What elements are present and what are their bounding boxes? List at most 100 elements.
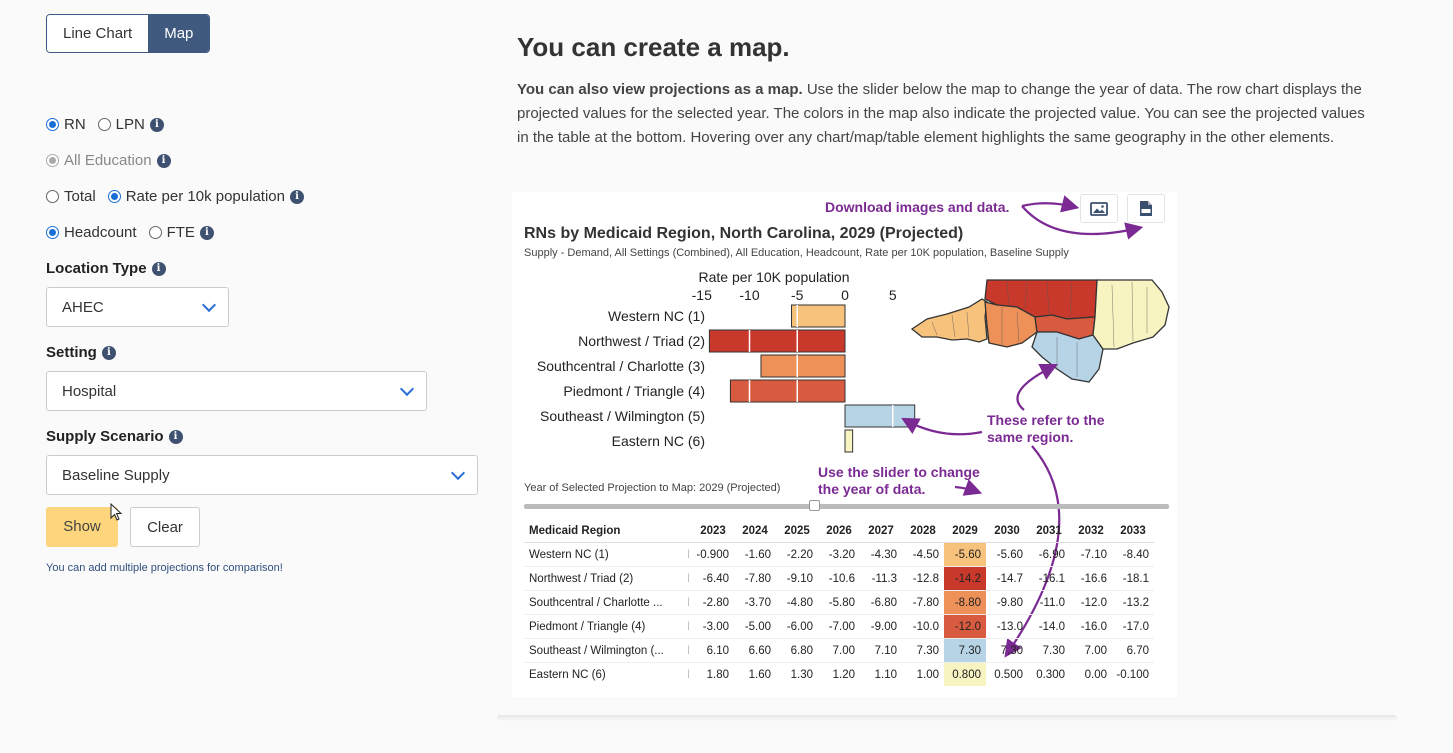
year-column-header: 2028 [902, 519, 944, 543]
value-cell: -6.80 [860, 590, 902, 615]
value-cell: -8.80 [944, 590, 986, 615]
headcount-label: Headcount [64, 224, 137, 241]
year-column-header: 2030 [986, 519, 1028, 543]
info-icon[interactable]: i [168, 429, 183, 444]
setting-heading: Setting i [46, 344, 116, 361]
mouse-cursor-icon [110, 503, 123, 521]
bar[interactable] [844, 429, 854, 453]
map-region-western-nc[interactable] [910, 298, 988, 343]
slider-note-line: the year of data. [818, 481, 926, 497]
info-icon[interactable]: i [199, 225, 214, 240]
value-cell: -11.3 [860, 566, 902, 591]
value-cell: -14.0 [1028, 614, 1070, 639]
row-marker: │ [686, 671, 692, 678]
category-label: Northwest / Triad (2) [578, 333, 705, 349]
value-cell: -9.00 [860, 614, 902, 639]
value-cell: 0.500 [994, 668, 1023, 681]
same-region-note-line: These refer to the [987, 412, 1105, 428]
table-row[interactable]: Western NC (1) │ -0.900 -1.60 -2.20 -3.20 -4.3… [524, 542, 1154, 567]
lpn-label: LPN [115, 116, 145, 133]
map-tab[interactable]: Map [148, 15, 210, 52]
x-tick-label: 0 [841, 287, 849, 303]
table-row[interactable]: Eastern NC (6) │ 1.80 1.60 1.30 1.20 1.10 1.00 0… [524, 662, 1154, 686]
rn-radio[interactable] [46, 118, 59, 131]
bar[interactable] [708, 329, 846, 353]
location-type-heading: Location Type i [46, 260, 166, 277]
table-row[interactable]: Southcentral / Charlotte ... │ -2.80 -3.70-… [524, 590, 1154, 615]
x-tick-label: -10 [739, 287, 759, 303]
all-education-label: All Education [64, 152, 152, 169]
total-radio[interactable] [46, 190, 59, 203]
map-region-southeast-wilmington[interactable] [1031, 331, 1104, 383]
map-region-southcentral-charlotte[interactable] [984, 301, 1038, 348]
value-cell: -1.60 [734, 542, 776, 567]
year-column-header: 2029 [944, 519, 986, 543]
location-type-select[interactable]: AHEC [46, 287, 229, 327]
slider-label: Year of Selected Projection to Map: 2029… [524, 482, 781, 494]
intro-text: Use the slider below the map to change t… [517, 81, 1365, 146]
chevron-down-icon [450, 465, 466, 481]
bar[interactable] [844, 404, 916, 428]
education-options: All Education i [46, 152, 171, 169]
value-cell: -10.6 [818, 566, 860, 591]
lpn-radio[interactable] [97, 118, 111, 131]
all-education-radio [46, 154, 59, 167]
value-cell: -0.100 [1116, 668, 1149, 681]
download-image-button[interactable] [1080, 194, 1118, 223]
info-icon[interactable]: i [149, 117, 164, 132]
table-row[interactable]: Southeast / Wilmington (... │ 6.10 6.60 6.80… [524, 638, 1154, 663]
view-toggle: Line Chart Map [46, 14, 211, 53]
info-icon[interactable]: i [289, 189, 304, 204]
bar[interactable] [791, 304, 846, 328]
table-row[interactable]: Northwest / Triad (2) │ -6.40 -7.80 -9.10 -10… [524, 566, 1154, 591]
value-cell: -12.0 [944, 614, 986, 639]
year-slider-track[interactable] [524, 504, 1169, 509]
value-cell: -7.80 [902, 590, 944, 615]
rate-radio[interactable] [107, 190, 121, 203]
chart-subtitle: Supply - Demand, All Settings (Combined)… [524, 247, 1069, 259]
supply-select[interactable]: Baseline Supply [46, 455, 478, 495]
page-title: You can create a map. [517, 32, 790, 62]
row-marker: │ [686, 566, 692, 591]
map-region-eastern-nc[interactable] [1092, 279, 1170, 350]
location-type-label: Location Type [46, 260, 147, 277]
setting-select[interactable]: Hospital [46, 371, 427, 411]
value-cell: -7.00 [818, 614, 860, 639]
column-spacer [686, 519, 692, 543]
bar[interactable] [729, 379, 846, 403]
value-cell: -5.60 [986, 542, 1028, 567]
info-icon[interactable]: i [151, 261, 166, 276]
headcount-radio[interactable] [46, 226, 59, 239]
info-icon[interactable]: i [156, 153, 171, 168]
category-label: Eastern NC (6) [612, 433, 705, 449]
value-cell: 7.30 [902, 638, 944, 663]
x-tick-label: 5 [889, 287, 897, 303]
profession-options: RN LPN i [46, 116, 164, 133]
bar[interactable] [760, 354, 846, 378]
show-button[interactable]: Show [46, 507, 118, 547]
clear-button[interactable]: Clear [130, 507, 200, 547]
bar-chart: Rate per 10K population -15 -10 -5 0 5 Weste… [537, 269, 916, 453]
measure-options: Total Rate per 10k population i [46, 188, 304, 205]
year-column-header: 2026 [818, 519, 860, 543]
image-icon [1090, 201, 1108, 216]
year-slider-thumb[interactable] [808, 500, 820, 511]
line-chart-tab[interactable]: Line Chart [47, 15, 149, 52]
value-cell: -7.80 [734, 566, 776, 591]
value-cell: 6.80 [776, 638, 818, 663]
x-axis-label: Rate per 10K population [699, 269, 850, 285]
table-row[interactable]: Piedmont / Triangle (4) │ -3.00 -5.00 -6.00-… [524, 614, 1154, 639]
year-column-header: 2023 [692, 519, 734, 543]
value-cell: -5.80 [818, 590, 860, 615]
supply-value: Baseline Supply [62, 466, 170, 484]
region-cell: Piedmont / Triangle (4) [524, 614, 686, 639]
nc-region-map [910, 279, 1170, 383]
info-icon[interactable]: i [101, 345, 116, 360]
download-note: Download images and data. [825, 199, 1010, 215]
value-cell: 1.00 [916, 668, 939, 681]
value-cell: 7.30 [1028, 638, 1070, 663]
fte-label: FTE [166, 224, 195, 241]
fte-radio[interactable] [148, 226, 162, 239]
download-csv-button[interactable] [1127, 194, 1165, 223]
category-label: Southcentral / Charlotte (3) [537, 358, 705, 374]
